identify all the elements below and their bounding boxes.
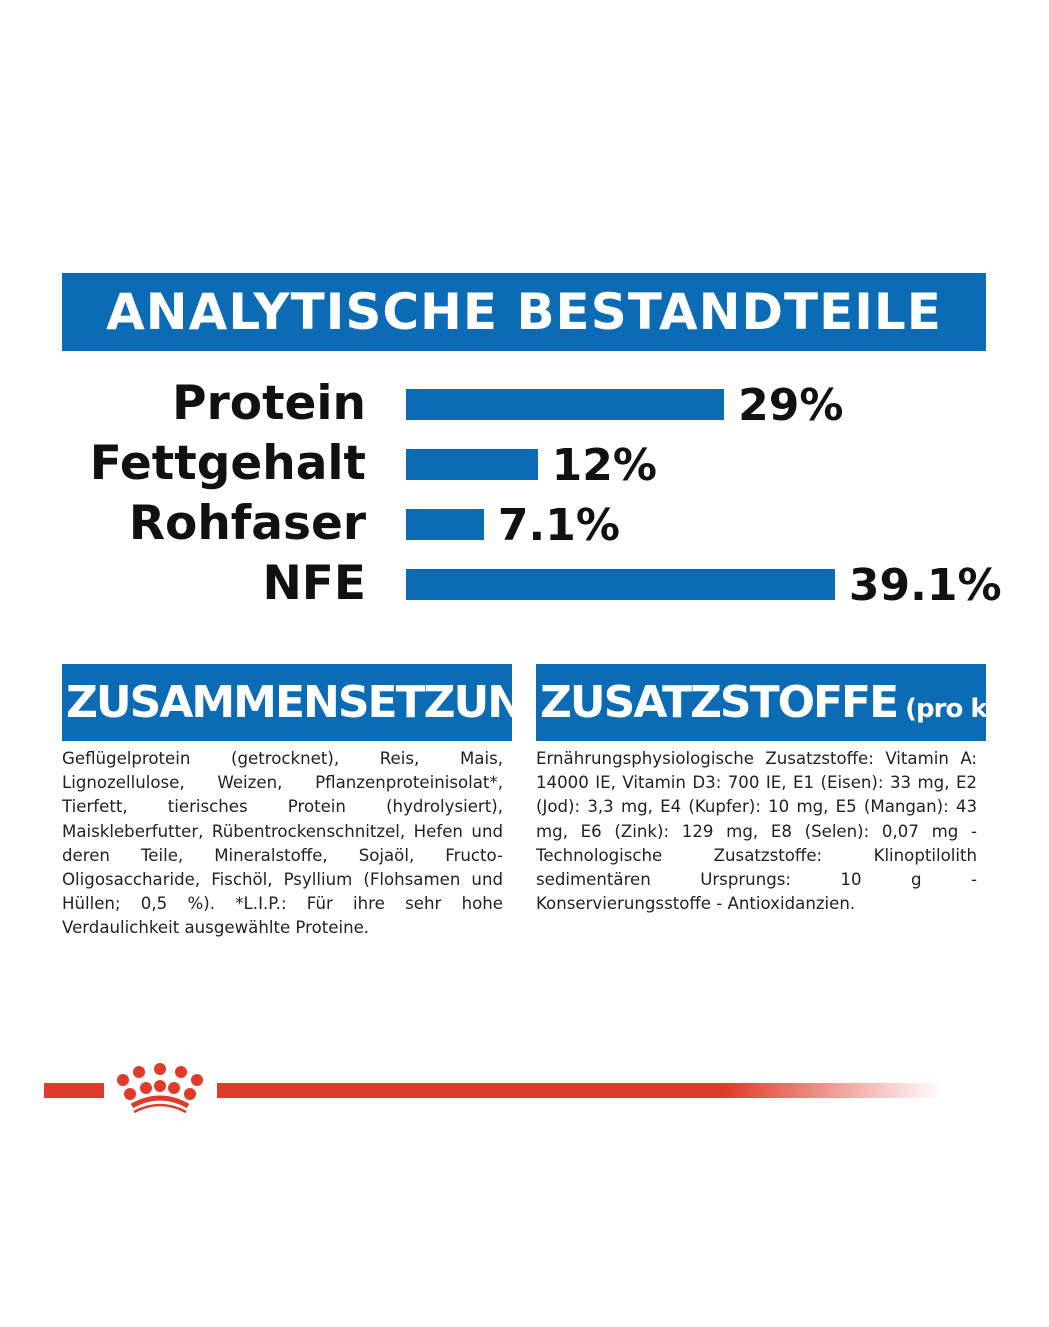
composition-text: Geflügelprotein (getrocknet), Reis, Mais… (62, 749, 503, 938)
analytical-constituents-header: ANALYTISCHE BESTANDTEILE (62, 273, 986, 351)
value-label: 29% (738, 380, 844, 431)
bar-nfe (406, 569, 835, 600)
additives-text: Ernährungsphysiologische Zusatzstoffe: V… (536, 749, 977, 914)
bar-protein (406, 389, 725, 420)
category-label: Protein (172, 376, 366, 431)
value-label: 12% (551, 440, 657, 491)
brand-divider-right (217, 1083, 942, 1098)
value-label: 39.1% (848, 560, 1002, 611)
value-label: 7.1% (497, 500, 620, 551)
brand-divider-left (44, 1083, 104, 1098)
royal-crown-logo-icon (117, 1063, 203, 1114)
additives-heading: ZUSATZSTOFFE (540, 677, 899, 728)
category-label: Rohfaser (128, 496, 366, 551)
bar-rohfaser (406, 509, 484, 540)
composition-heading: ZUSAMMENSETZUNG (66, 677, 558, 728)
composition-header: ZUSAMMENSETZUNG (62, 664, 558, 741)
additives-header: ZUSATZSTOFFE (pro kg) (536, 664, 1016, 741)
bar-fettgehalt (406, 449, 538, 480)
category-label: Fettgehalt (89, 436, 366, 491)
category-label: NFE (262, 556, 366, 611)
additives-heading-suffix: (pro kg) (905, 693, 1016, 724)
